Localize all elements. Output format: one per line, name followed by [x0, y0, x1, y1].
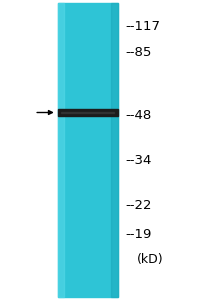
Bar	[110, 3, 118, 297]
Bar	[58, 3, 118, 297]
Text: --19: --19	[125, 227, 152, 241]
Bar	[58, 109, 118, 116]
Text: --34: --34	[125, 154, 152, 167]
Text: (kD): (kD)	[137, 253, 163, 266]
Bar	[61, 112, 113, 113]
Text: --117: --117	[125, 20, 160, 34]
Text: --85: --85	[125, 46, 152, 59]
Text: --48: --48	[125, 109, 152, 122]
Text: --22: --22	[125, 199, 152, 212]
Bar	[58, 3, 64, 297]
